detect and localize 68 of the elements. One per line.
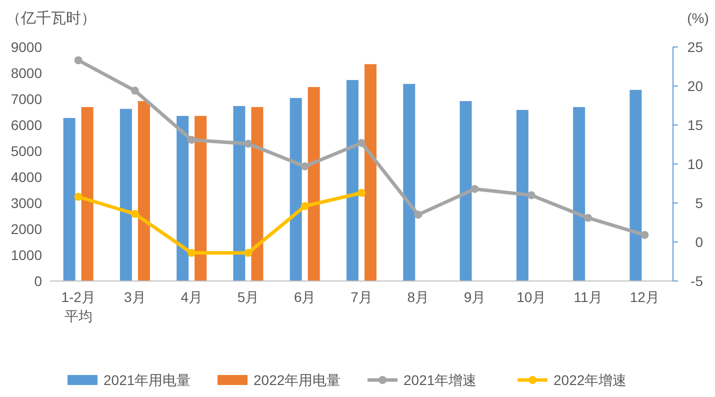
point — [358, 188, 366, 197]
bar — [460, 101, 472, 281]
x-tick-label: 7月 — [350, 289, 372, 305]
x-tick-label: 4月 — [180, 289, 202, 305]
point — [300, 202, 309, 210]
y-tick-label: 5000 — [10, 142, 42, 159]
point — [130, 86, 139, 95]
bar — [516, 110, 528, 281]
bar — [290, 98, 302, 281]
bar — [346, 80, 358, 281]
y-tick-label: 6000 — [10, 116, 42, 133]
point — [358, 138, 366, 147]
y-tick-label: 3000 — [10, 194, 42, 211]
bar — [403, 84, 416, 281]
y-tick-label: 4000 — [10, 168, 42, 185]
bar — [194, 116, 207, 281]
x-tick-label: 3月 — [124, 289, 146, 305]
y-tick-label: 2000 — [10, 220, 42, 237]
y2-tick-label: 10 — [687, 156, 704, 172]
y2-tick-label: 15 — [687, 116, 704, 133]
y-tick-label: 9000 — [10, 38, 42, 55]
bar — [176, 116, 189, 281]
bar — [251, 107, 264, 281]
y2-axis-title: (%) — [687, 10, 709, 26]
y-axis-title: （亿千瓦时） — [6, 10, 96, 27]
point — [640, 230, 649, 239]
point — [584, 214, 592, 222]
x-tick-label: 11月 — [574, 289, 602, 305]
y-tick-label: 1000 — [10, 246, 42, 263]
bar — [233, 106, 246, 281]
point — [300, 162, 309, 170]
point — [188, 248, 196, 257]
point — [130, 210, 139, 218]
bar — [63, 118, 76, 281]
bar — [120, 108, 132, 281]
x-tick-label: 9月 — [464, 289, 486, 305]
y2-tick-label: 20 — [687, 78, 704, 94]
x-tick-label: 8月 — [407, 289, 430, 305]
point — [527, 191, 536, 200]
bar — [630, 90, 642, 281]
legend-label: 2022年用电量 — [254, 372, 341, 388]
point — [74, 192, 82, 201]
point — [414, 210, 422, 219]
x-tick-label: 10月 — [516, 289, 546, 305]
legend-label: 2021年增速 — [404, 372, 477, 388]
y-tick-label: 7000 — [10, 90, 42, 107]
bar — [308, 87, 320, 281]
x-tick-label: 12月 — [630, 289, 660, 305]
point — [244, 140, 252, 148]
x-tick-label: 1-2月平均 — [61, 289, 96, 324]
y2-tick-label: 5 — [695, 194, 704, 211]
x-tick-label: 5月 — [237, 289, 260, 305]
bar — [81, 107, 94, 281]
bar — [138, 101, 150, 281]
legend-label: 2022年增速 — [554, 372, 627, 388]
y2-tick-label: -5 — [690, 272, 704, 289]
point — [188, 136, 196, 144]
bar — [364, 64, 376, 281]
point — [74, 56, 82, 64]
y2-tick-label: 0 — [695, 234, 704, 250]
legend-label: 2021年用电量 — [104, 372, 191, 388]
point — [470, 184, 479, 193]
y-tick-label: 0 — [34, 272, 42, 289]
y2-tick-label: 25 — [687, 38, 704, 55]
x-tick-label: 6月 — [294, 289, 316, 305]
bar — [573, 107, 586, 281]
point — [244, 248, 252, 257]
y-tick-label: 8000 — [10, 64, 42, 81]
